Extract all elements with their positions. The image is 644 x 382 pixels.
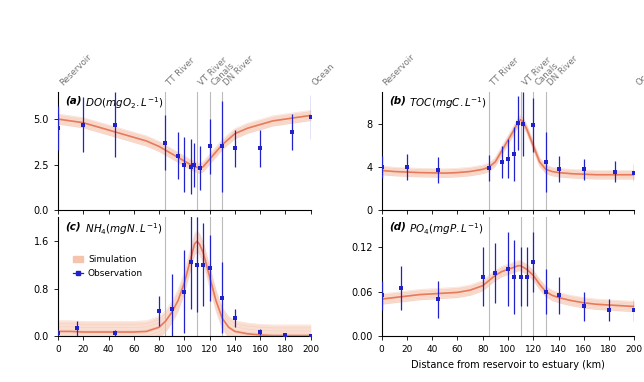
Text: (c): (c) bbox=[66, 221, 81, 231]
Text: (d): (d) bbox=[389, 221, 406, 231]
Text: TT River: TT River bbox=[166, 56, 197, 87]
Text: TT River: TT River bbox=[489, 56, 520, 87]
Text: Ocean: Ocean bbox=[634, 61, 644, 87]
Text: $TOC(mgC.L^{-1})$: $TOC(mgC.L^{-1})$ bbox=[406, 95, 487, 111]
Text: Ocean: Ocean bbox=[311, 61, 337, 87]
Text: Reservoir: Reservoir bbox=[58, 52, 93, 87]
Text: (b): (b) bbox=[389, 95, 406, 105]
Text: $PO_4(mgP.L^{-1})$: $PO_4(mgP.L^{-1})$ bbox=[406, 221, 484, 237]
X-axis label: Distance from reservoir to estuary (km): Distance from reservoir to estuary (km) bbox=[411, 360, 605, 370]
Legend: Simulation, Observation: Simulation, Observation bbox=[73, 255, 143, 278]
Text: DN River: DN River bbox=[546, 54, 579, 87]
Text: Canals: Canals bbox=[533, 60, 560, 87]
Text: VT River: VT River bbox=[520, 55, 553, 87]
Text: Reservoir: Reservoir bbox=[381, 52, 417, 87]
Text: DN River: DN River bbox=[222, 54, 256, 87]
Text: $NH_4(mgN.L^{-1})$: $NH_4(mgN.L^{-1})$ bbox=[82, 221, 162, 237]
Text: $DO(mgO_2.L^{-1})$: $DO(mgO_2.L^{-1})$ bbox=[82, 95, 164, 111]
Text: Canals: Canals bbox=[210, 60, 236, 87]
Text: VT River: VT River bbox=[197, 55, 229, 87]
Text: (a): (a) bbox=[66, 95, 82, 105]
